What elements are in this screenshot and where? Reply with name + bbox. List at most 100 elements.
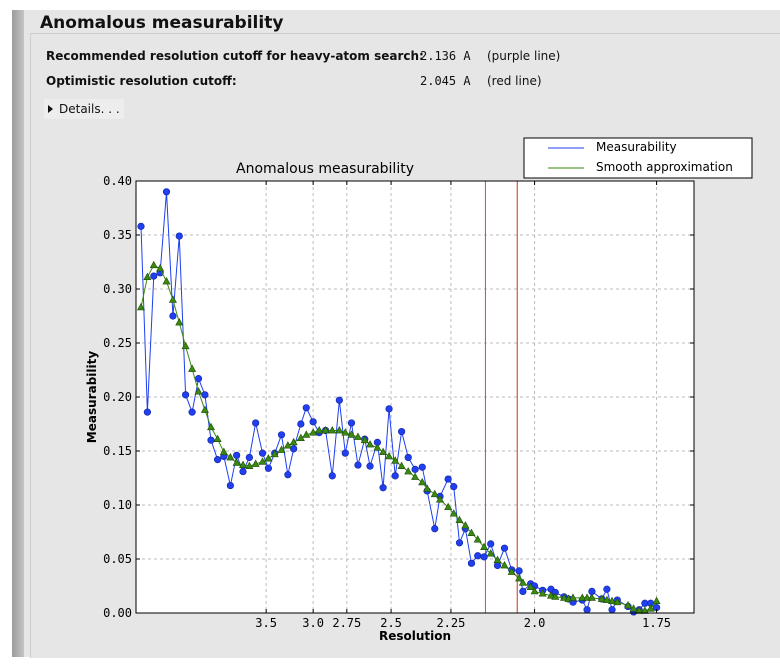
measurability-point	[143, 408, 151, 416]
measurability-point	[239, 467, 247, 476]
measurability-point	[500, 544, 509, 552]
smooth-point	[526, 582, 535, 590]
measurability-point	[455, 539, 464, 547]
smooth-point	[207, 422, 216, 431]
x-tick-label: 1.75	[642, 616, 671, 630]
smooth-point	[347, 430, 356, 438]
smooth-point	[277, 445, 286, 453]
smooth-point	[136, 302, 146, 311]
smooth-point	[283, 441, 292, 449]
recommended-cutoff-value: 2.136 A	[420, 49, 471, 63]
measurability-point	[515, 567, 523, 575]
measurability-point	[169, 312, 177, 320]
smooth-point	[353, 432, 362, 440]
triangle-right-icon	[48, 105, 53, 113]
smooth-point	[302, 430, 311, 438]
y-tick-label: 0.20	[103, 390, 132, 404]
measurability-point	[341, 449, 349, 457]
measurability-point	[201, 391, 209, 399]
smooth-point	[200, 405, 209, 413]
smooth-point	[430, 489, 439, 498]
x-tick-label: 3.0	[302, 616, 324, 630]
smooth-point	[194, 387, 203, 395]
measurability-point	[467, 559, 476, 567]
optimistic-cutoff-note: (red line)	[487, 74, 542, 88]
smooth-point	[168, 295, 177, 303]
measurability-point	[493, 561, 502, 570]
smooth-point	[328, 426, 337, 434]
smooth-point	[444, 502, 453, 511]
smooth-point	[213, 434, 222, 443]
x-tick-label: 2.25	[436, 616, 465, 630]
y-tick-label: 0.30	[103, 282, 132, 296]
optimistic-cutoff-value: 2.045 A	[420, 74, 471, 88]
details-disclosure[interactable]: Details. . .	[44, 99, 124, 119]
smooth-point	[583, 593, 592, 601]
measurability-point	[290, 445, 298, 453]
smooth-point	[436, 495, 445, 503]
measurability-point	[328, 472, 336, 480]
smooth-point	[188, 364, 197, 372]
y-tick-label: 0.40	[103, 174, 132, 188]
measurability-point	[444, 475, 452, 483]
measurability-point	[404, 453, 412, 462]
measurability-point	[519, 587, 527, 596]
smooth-point	[578, 593, 587, 601]
smooth-point	[538, 589, 547, 597]
smooth-point	[391, 456, 400, 464]
smooth-point	[143, 272, 152, 281]
measurability-point	[245, 453, 253, 462]
chart-title: Anomalous measurability	[236, 161, 414, 177]
smooth-point	[226, 453, 235, 461]
measurability-point	[194, 375, 203, 383]
smooth-point	[473, 535, 482, 543]
smooth-point	[646, 604, 655, 612]
measurability-point	[354, 461, 362, 469]
smooth-point	[162, 277, 171, 285]
smooth-point	[587, 593, 596, 601]
measurability-point	[162, 188, 171, 196]
smooth-point	[423, 484, 432, 492]
smooth-point	[175, 318, 184, 326]
section-title: Anomalous measurability	[40, 13, 284, 33]
smooth-point	[385, 451, 394, 460]
smooth-point	[624, 601, 633, 609]
smooth-point	[455, 515, 464, 524]
measurability-point	[385, 405, 393, 413]
smooth-point	[360, 435, 369, 444]
smooth-point	[181, 341, 190, 350]
smooth-point	[335, 426, 344, 434]
smooth-point	[461, 521, 470, 529]
measurability-point	[181, 391, 190, 399]
measurability-point	[480, 553, 488, 561]
smooth-point	[156, 264, 165, 272]
measurability-point	[150, 272, 158, 280]
measurability-point	[258, 449, 267, 457]
smooth-point	[569, 593, 578, 601]
smooth-point	[597, 594, 606, 602]
y-tick-label: 0.00	[103, 606, 132, 620]
y-tick-label: 0.25	[103, 336, 132, 350]
recommended-cutoff-label: Recommended resolution cutoff for heavy-…	[46, 49, 424, 63]
smooth-point	[219, 447, 228, 455]
y-tick-label: 0.35	[103, 228, 132, 242]
smooth-point	[411, 472, 420, 480]
y-axis-label: Measurability	[85, 351, 99, 444]
measurability-point	[297, 420, 305, 428]
smooth-point	[379, 447, 388, 455]
x-tick-label: 2.5	[380, 616, 402, 630]
measurability-point	[431, 525, 439, 533]
measurability-point	[284, 471, 292, 479]
smooth-point	[515, 574, 524, 582]
smooth-point	[264, 454, 273, 462]
measurability-point	[411, 465, 419, 473]
y-tick-label: 0.15	[103, 444, 132, 458]
smooth-point	[341, 428, 350, 436]
smooth-point	[507, 567, 516, 575]
smooth-point	[530, 586, 539, 595]
measurability-point	[347, 419, 356, 427]
measurability-point	[603, 585, 611, 593]
optimistic-cutoff-label: Optimistic resolution cutoff:	[46, 74, 237, 88]
y-tick-label: 0.10	[103, 498, 132, 512]
measurability-point	[188, 408, 196, 416]
